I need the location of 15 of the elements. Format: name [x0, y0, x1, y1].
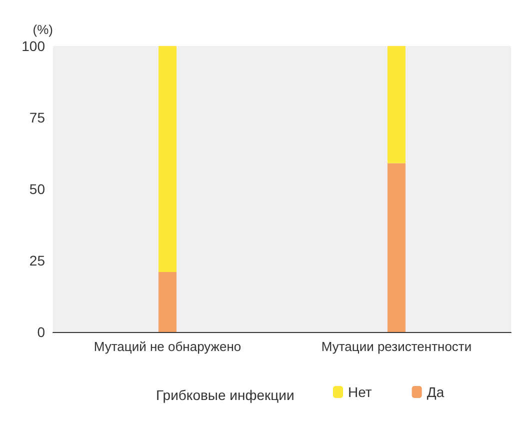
bar [388, 163, 406, 332]
y-tick-label: 100 [22, 38, 46, 54]
bar [388, 46, 406, 164]
bar [158, 46, 176, 272]
legend-title: Грибковые инфекции [156, 387, 294, 403]
y-axis-title: (%) [32, 22, 53, 37]
legend-label: Да [426, 384, 444, 400]
y-tick-label: 25 [29, 252, 46, 268]
y-tick-label: 50 [29, 181, 46, 197]
x-tick-label: Мутаций не обнаружено [94, 339, 242, 354]
bar [158, 272, 176, 332]
x-tick-label: Мутации резистентности [321, 339, 472, 354]
legend-label: Нет [348, 384, 372, 400]
y-tick-label: 75 [29, 110, 46, 126]
y-tick-label: 0 [37, 324, 46, 340]
